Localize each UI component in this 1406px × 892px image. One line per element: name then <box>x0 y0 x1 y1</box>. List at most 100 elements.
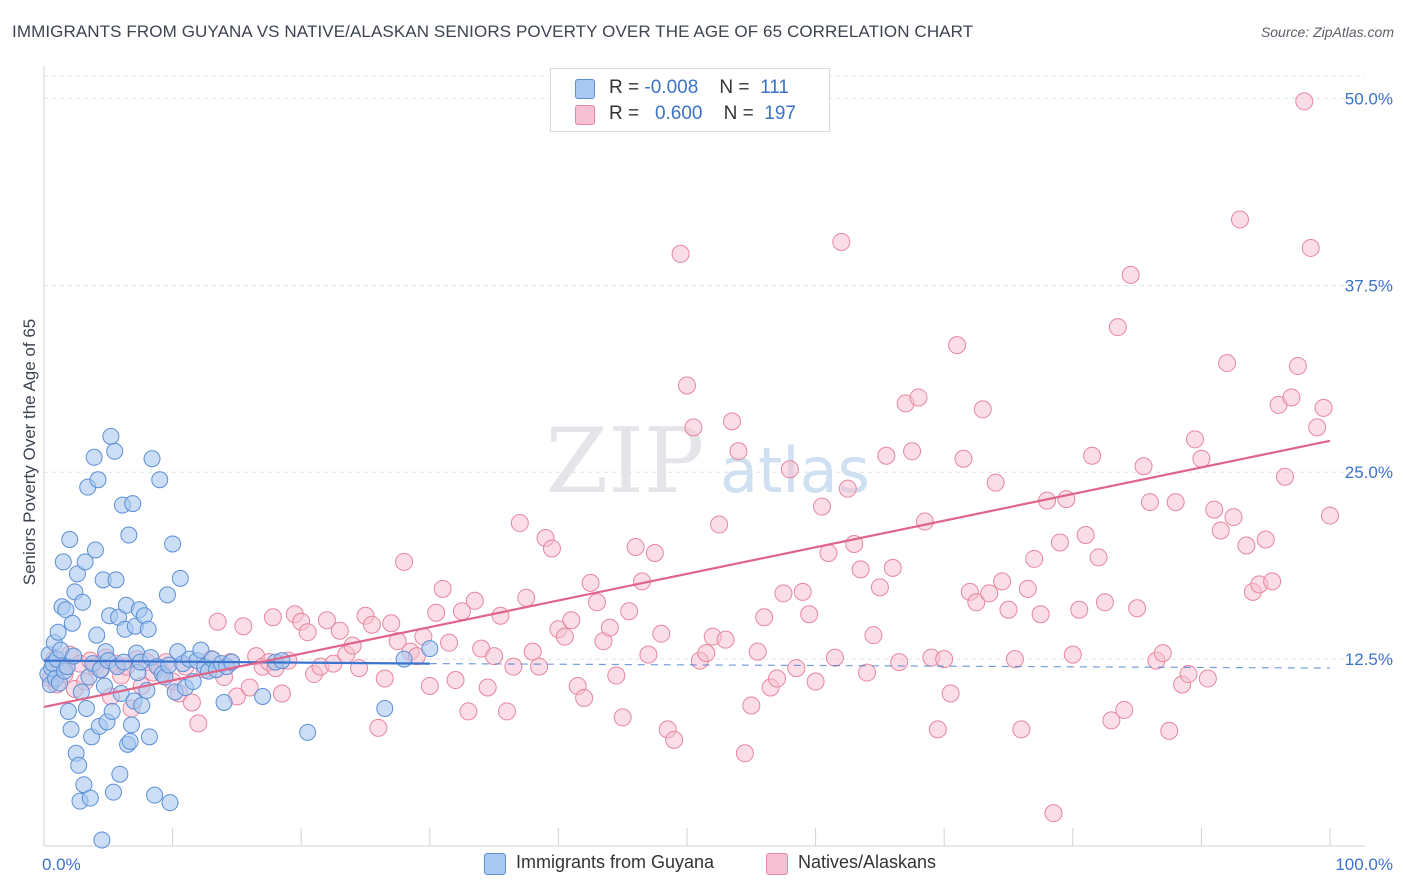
natives-point <box>510 514 529 533</box>
guyana-point <box>133 696 151 714</box>
natives-point <box>935 650 954 669</box>
y-tick-label: 12.5% <box>1345 650 1393 669</box>
natives-point <box>645 543 664 562</box>
natives-point <box>581 573 600 592</box>
trend-lines <box>43 439 1331 709</box>
legend-n-value: 111 <box>760 77 789 98</box>
guyana-point <box>89 471 107 489</box>
natives-point <box>1275 467 1294 486</box>
guyana-point <box>122 716 140 734</box>
guyana-point <box>121 732 139 750</box>
y-tick-label: 50.0% <box>1345 89 1393 108</box>
natives-point <box>465 591 484 610</box>
natives-point <box>1198 669 1217 688</box>
natives-point <box>697 644 716 663</box>
natives-point <box>613 708 632 727</box>
natives-point <box>517 588 536 607</box>
natives-point <box>813 497 832 516</box>
guyana-point <box>146 786 164 804</box>
guyana-point <box>74 593 92 611</box>
guyana-point <box>103 702 121 720</box>
natives-point <box>716 630 735 649</box>
natives-point <box>729 442 748 461</box>
natives-point <box>504 657 523 676</box>
natives-point <box>1314 398 1333 417</box>
legend-text-natives: R = 0.600 N = 197 <box>609 103 796 125</box>
natives-trend-line <box>43 439 1331 709</box>
natives-point <box>1295 92 1314 111</box>
natives-point <box>1256 530 1275 549</box>
natives-point <box>909 388 928 407</box>
natives-point <box>883 558 902 577</box>
natives-point <box>1301 238 1320 257</box>
natives-point <box>208 612 227 631</box>
natives-point <box>723 412 742 431</box>
legend-swatch-blue <box>575 79 595 99</box>
guyana-point <box>215 693 233 711</box>
natives-point <box>1166 493 1185 512</box>
natives-point <box>639 645 658 664</box>
natives-point <box>1089 548 1108 567</box>
natives-point <box>272 684 291 703</box>
natives-point <box>317 611 336 630</box>
natives-point <box>1121 265 1140 284</box>
natives-point <box>1076 526 1095 545</box>
natives-point <box>1063 645 1082 664</box>
natives-point <box>980 584 999 603</box>
guyana-trend-extension <box>429 662 1331 669</box>
guyana-point <box>107 571 125 589</box>
natives-point <box>1031 605 1050 624</box>
guyana-point <box>164 535 182 553</box>
guyana-point <box>76 553 94 571</box>
bottom-legend-label-natives: Natives/Alaskans <box>798 852 937 872</box>
natives-point <box>999 600 1018 619</box>
natives-point <box>562 611 581 630</box>
natives-point <box>735 744 754 763</box>
natives-point <box>1095 593 1114 612</box>
natives-point <box>684 418 703 437</box>
natives-point <box>446 671 465 690</box>
guyana-point <box>273 652 291 670</box>
natives-point <box>298 623 317 642</box>
natives-point <box>1012 720 1031 739</box>
guyana-point <box>54 553 72 571</box>
natives-point <box>819 543 838 562</box>
natives-point <box>774 584 793 603</box>
natives-point <box>858 663 877 682</box>
natives-point <box>1185 430 1204 449</box>
natives-point <box>748 642 767 661</box>
gridlines <box>44 75 1365 660</box>
natives-point <box>1070 600 1089 619</box>
natives-point <box>800 605 819 624</box>
natives-point <box>626 537 645 556</box>
guyana-point <box>421 640 439 658</box>
natives-point <box>1160 721 1179 740</box>
natives-point <box>1308 418 1327 437</box>
natives-point <box>1115 700 1134 719</box>
guyana-point <box>158 586 176 604</box>
guyana-point <box>62 720 80 738</box>
natives-point <box>607 666 626 685</box>
guyana-point <box>81 789 99 807</box>
natives-point <box>587 593 606 612</box>
guyana-point <box>59 702 77 720</box>
natives-point <box>973 400 992 419</box>
guyana-point <box>104 783 122 801</box>
natives-point <box>928 720 947 739</box>
natives-point <box>1218 354 1237 373</box>
natives-point <box>793 582 812 601</box>
natives-point <box>806 672 825 691</box>
natives-point <box>555 627 574 646</box>
natives-point <box>1018 579 1037 598</box>
natives-point <box>1230 210 1249 229</box>
x-tick-label: 100.0% <box>1335 855 1393 874</box>
natives-point <box>523 642 542 661</box>
guyana-point <box>93 831 111 849</box>
legend-n-label: N = <box>723 103 754 124</box>
natives-point <box>768 669 787 688</box>
axes <box>43 66 1365 847</box>
natives-point <box>382 614 401 633</box>
natives-point <box>440 633 459 652</box>
guyana-point <box>140 728 158 746</box>
natives-point <box>710 515 729 534</box>
